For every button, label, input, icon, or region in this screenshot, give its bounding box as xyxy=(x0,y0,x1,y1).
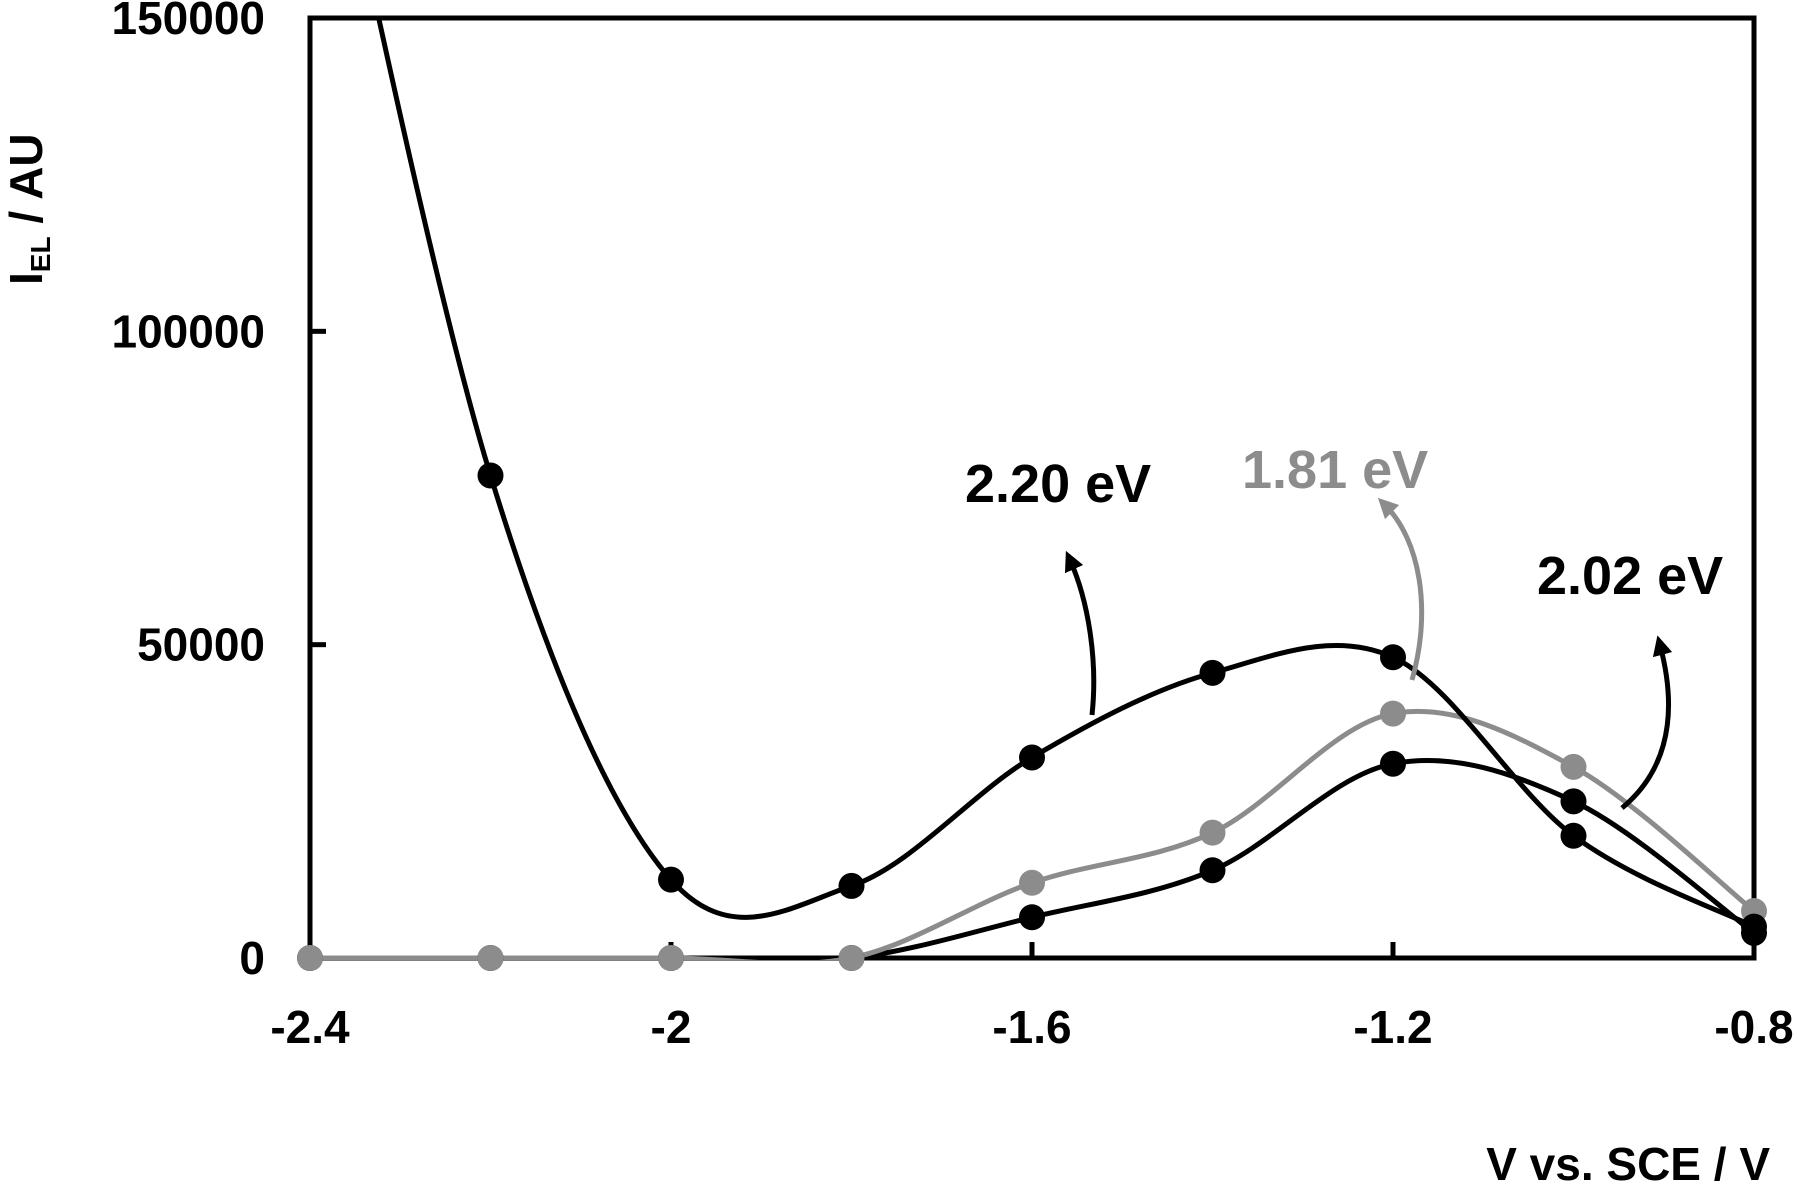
y-tick-label: 100000 xyxy=(112,305,266,357)
x-tick-label: -1.6 xyxy=(992,1001,1071,1053)
x-tick-label: -2 xyxy=(651,1001,692,1053)
annotation-arrow-202 xyxy=(1620,635,1673,810)
data-point xyxy=(838,872,865,899)
data-point xyxy=(1560,822,1587,849)
data-point xyxy=(1380,700,1406,727)
series-line-0 xyxy=(376,18,1756,929)
data-point xyxy=(1199,857,1226,884)
y-tick-label: 150000 xyxy=(112,0,266,44)
data-point xyxy=(658,945,684,971)
y-axis-title: IEL / AU xyxy=(0,133,56,285)
data-point xyxy=(1019,744,1045,771)
y-tick-label: 0 xyxy=(239,932,265,984)
annotation-arrow-181 xyxy=(1377,497,1425,681)
x-tick-label: -0.8 xyxy=(1714,1001,1793,1053)
x-tick-label: -1.2 xyxy=(1353,1001,1432,1053)
data-point xyxy=(1019,869,1045,896)
axis-tick-labels: -2.4 -2 -1.6 -1.2 -0.8 0 50000 100000 150000 xyxy=(112,0,1794,1053)
data-point xyxy=(1380,750,1406,777)
x-axis-title: V vs. SCE / V xyxy=(1486,1138,1770,1189)
data-point xyxy=(477,462,504,489)
data-point xyxy=(838,945,865,971)
data-point xyxy=(1560,788,1587,815)
x-tick-label: -2.4 xyxy=(270,1001,350,1053)
data-point xyxy=(1380,644,1406,671)
data-point xyxy=(1199,819,1226,846)
series-label-220: 2.20 eV xyxy=(965,454,1151,514)
series-line-1 xyxy=(309,708,1756,960)
series-label-202: 2.02 eV xyxy=(1537,546,1723,606)
y-tick-label: 50000 xyxy=(137,619,265,671)
annotation-arrow-220 xyxy=(1064,550,1097,716)
data-point xyxy=(1199,659,1226,686)
data-point xyxy=(297,945,323,971)
data-point xyxy=(1019,904,1045,931)
data-point xyxy=(1741,913,1767,940)
marker-layer xyxy=(297,462,1767,971)
series-label-181: 1.81 eV xyxy=(1242,440,1428,500)
data-point xyxy=(658,866,684,893)
series-line-2 xyxy=(309,758,1756,960)
data-point xyxy=(1560,753,1587,780)
data-point xyxy=(477,945,504,971)
